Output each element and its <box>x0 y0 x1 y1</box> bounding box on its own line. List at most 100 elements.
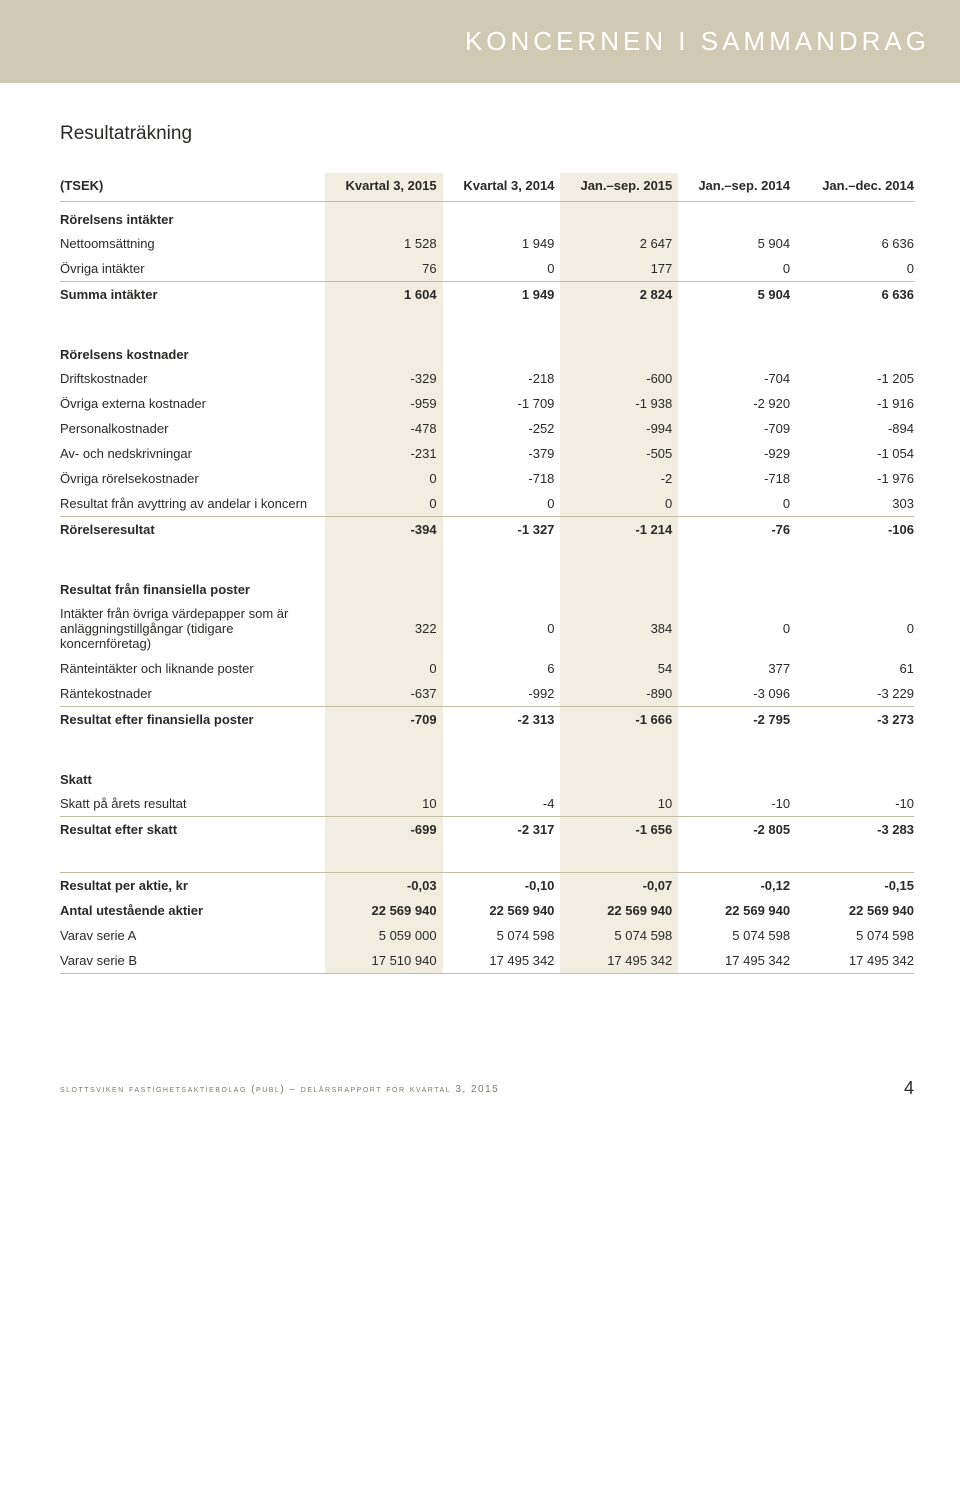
row-value: -709 <box>678 416 796 441</box>
row-value: -992 <box>443 681 561 707</box>
row-value: -994 <box>560 416 678 441</box>
row-value: 5 059 000 <box>325 923 443 948</box>
row-label: Antal utestående aktier <box>60 898 325 923</box>
row-value: 322 <box>325 601 443 656</box>
row-value: 0 <box>443 256 561 282</box>
page-footer: slottsviken fastighetsaktiebolag (publ) … <box>0 1084 960 1119</box>
row-value: -252 <box>443 416 561 441</box>
table-row: Varav serie A5 059 0005 074 5985 074 598… <box>60 923 914 948</box>
row-value: -718 <box>678 466 796 491</box>
row-value: -379 <box>443 441 561 466</box>
row-value: 22 569 940 <box>796 898 914 923</box>
row-value: 0 <box>678 601 796 656</box>
row-label: Resultat efter finansiella poster <box>60 707 325 733</box>
row-value: -4 <box>443 791 561 817</box>
row-value: 22 569 940 <box>443 898 561 923</box>
section-heading: Resultat från finansiella poster <box>60 542 325 601</box>
row-value: 22 569 940 <box>678 898 796 923</box>
row-value: -3 229 <box>796 681 914 707</box>
section-heading: Rörelsens intäkter <box>60 202 325 232</box>
row-value: -959 <box>325 391 443 416</box>
row-value: 17 495 342 <box>678 948 796 974</box>
row-value: 2 647 <box>560 231 678 256</box>
row-value: -709 <box>325 707 443 733</box>
row-value: 0 <box>796 601 914 656</box>
row-value: 1 949 <box>443 282 561 308</box>
row-label: Rörelseresultat <box>60 517 325 543</box>
table-row: Resultat från avyttring av andelar i kon… <box>60 491 914 517</box>
row-value: 377 <box>678 656 796 681</box>
row-value: 6 636 <box>796 282 914 308</box>
row-value: 6 636 <box>796 231 914 256</box>
table-row: Skatt på årets resultat10-410-10-10 <box>60 791 914 817</box>
row-value: 17 495 342 <box>796 948 914 974</box>
row-value: -704 <box>678 366 796 391</box>
section-heading-row: Resultat från finansiella poster <box>60 542 914 601</box>
row-value: 0 <box>325 491 443 517</box>
row-value: -890 <box>560 681 678 707</box>
row-value: -1 976 <box>796 466 914 491</box>
table-row: Summa intäkter1 6041 9492 8245 9046 636 <box>60 282 914 308</box>
row-value: 0 <box>796 256 914 282</box>
row-value: -699 <box>325 817 443 843</box>
table-row: Övriga externa kostnader-959-1 709-1 938… <box>60 391 914 416</box>
section-title: Resultaträkning <box>60 123 914 145</box>
row-label: Resultat efter skatt <box>60 817 325 843</box>
table-row: Resultat per aktie, kr-0,03-0,10-0,07-0,… <box>60 872 914 898</box>
row-value: 5 904 <box>678 231 796 256</box>
row-value: -929 <box>678 441 796 466</box>
row-value: 6 <box>443 656 561 681</box>
row-value: -0,03 <box>325 872 443 898</box>
row-label: Skatt på årets resultat <box>60 791 325 817</box>
row-value: -1 214 <box>560 517 678 543</box>
row-label: Av- och nedskrivningar <box>60 441 325 466</box>
row-label: Driftskostnader <box>60 366 325 391</box>
row-value: 5 074 598 <box>560 923 678 948</box>
row-value: -0,10 <box>443 872 561 898</box>
row-label: Personalkostnader <box>60 416 325 441</box>
row-value: -1 666 <box>560 707 678 733</box>
table-row: Intäkter från övriga värdepapper som är … <box>60 601 914 656</box>
row-value: -76 <box>678 517 796 543</box>
row-value: 17 495 342 <box>560 948 678 974</box>
row-value: 0 <box>443 491 561 517</box>
header-band: KONCERNEN I SAMMANDRAG <box>0 0 960 83</box>
table-row: Driftskostnader-329-218-600-704-1 205 <box>60 366 914 391</box>
row-value: 17 495 342 <box>443 948 561 974</box>
col-label: (TSEK) <box>60 173 325 202</box>
row-value: -1 916 <box>796 391 914 416</box>
row-value: 0 <box>325 466 443 491</box>
row-value: 22 569 940 <box>325 898 443 923</box>
row-value: -2 795 <box>678 707 796 733</box>
section-heading: Skatt <box>60 732 325 791</box>
row-value: 0 <box>325 656 443 681</box>
income-statement-table: (TSEK) Kvartal 3, 2015 Kvartal 3, 2014 J… <box>60 173 914 974</box>
row-value: -2 317 <box>443 817 561 843</box>
table-row: Personalkostnader-478-252-994-709-894 <box>60 416 914 441</box>
row-label: Resultat från avyttring av andelar i kon… <box>60 491 325 517</box>
row-value: -10 <box>796 791 914 817</box>
table-row: Övriga rörelsekostnader0-718-2-718-1 976 <box>60 466 914 491</box>
row-value: -0,07 <box>560 872 678 898</box>
section-heading-row: Rörelsens intäkter <box>60 202 914 232</box>
row-label: Resultat per aktie, kr <box>60 872 325 898</box>
row-value: -1 327 <box>443 517 561 543</box>
row-value: 0 <box>443 601 561 656</box>
row-label: Ränteintäkter och liknande poster <box>60 656 325 681</box>
row-value: -505 <box>560 441 678 466</box>
section-heading-row: Rörelsens kostnader <box>60 307 914 366</box>
row-value: 1 528 <box>325 231 443 256</box>
row-value: 5 904 <box>678 282 796 308</box>
row-value: 17 510 940 <box>325 948 443 974</box>
row-value: -3 096 <box>678 681 796 707</box>
row-value: -478 <box>325 416 443 441</box>
row-value: 61 <box>796 656 914 681</box>
section-heading: Rörelsens kostnader <box>60 307 325 366</box>
row-value: 5 074 598 <box>678 923 796 948</box>
row-value: 384 <box>560 601 678 656</box>
col-jan-sep-2014: Jan.–sep. 2014 <box>678 173 796 202</box>
col-q3-2015: Kvartal 3, 2015 <box>325 173 443 202</box>
row-label: Övriga externa kostnader <box>60 391 325 416</box>
col-jan-dec-2014: Jan.–dec. 2014 <box>796 173 914 202</box>
row-value: -718 <box>443 466 561 491</box>
